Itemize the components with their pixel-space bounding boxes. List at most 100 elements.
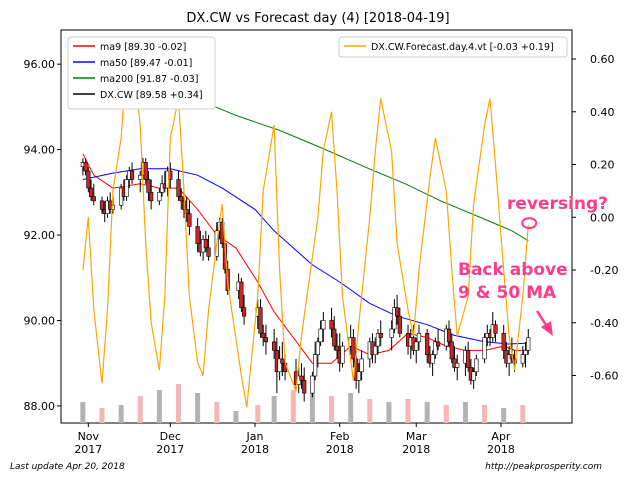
candle	[449, 333, 454, 364]
legend-left-label: ma50 [89.47 -0.01]	[100, 58, 192, 69]
candle-body	[187, 213, 192, 227]
candle	[446, 320, 452, 347]
candle-body	[280, 358, 285, 364]
candle	[83, 158, 88, 176]
candle-body	[176, 179, 181, 197]
y-right-tick-label: -0.20	[590, 264, 618, 277]
candle	[523, 341, 528, 368]
x-tick-label-month: Mar	[406, 430, 427, 443]
x-tick-label-year: 2018	[487, 443, 515, 456]
legend-left-label: ma200 [91.87 -0.03]	[100, 74, 198, 85]
candle-body	[395, 307, 400, 317]
candle-body	[91, 196, 96, 202]
candle	[321, 311, 326, 342]
candle	[157, 188, 162, 206]
candle	[143, 158, 148, 184]
candle	[389, 320, 394, 351]
legend-right-label: DX.CW.Forecast.day.4.vt [-0.03 +0.19]	[371, 42, 554, 53]
candle	[329, 307, 334, 338]
candle	[261, 324, 266, 347]
y-right-tick-label: 0.00	[590, 211, 615, 224]
candle	[187, 200, 192, 236]
y-right-tick-label: 0.40	[590, 106, 615, 119]
y-left-tick-label: 94.00	[24, 144, 56, 157]
candle-body	[471, 371, 476, 381]
candle-body	[88, 187, 94, 197]
candle	[241, 294, 247, 325]
x-tick-label-year: 2017	[156, 443, 184, 456]
candle	[416, 324, 422, 351]
candle-body	[86, 170, 91, 189]
x-tick-label-year: 2017	[74, 443, 102, 456]
candle	[313, 341, 318, 381]
candle-body	[272, 341, 277, 351]
candle	[124, 175, 129, 201]
candle-layer	[80, 158, 531, 402]
candle	[392, 299, 397, 334]
candle-body	[258, 307, 263, 334]
candle-body	[455, 362, 460, 368]
x-tick-label-month: Nov	[78, 430, 100, 443]
y-left-tick-label: 96.00	[24, 58, 56, 71]
axes-layer: 88.00 90.00 92.00 94.00 96.00 -0.60 -0.40 -0.20…	[24, 53, 619, 456]
candle-body	[334, 345, 340, 351]
volume-bar	[233, 411, 239, 423]
candle-body	[329, 320, 334, 330]
legend-left-box	[67, 36, 216, 110]
candle	[129, 162, 135, 184]
candle	[91, 183, 96, 206]
candle-body	[149, 192, 154, 202]
candle	[433, 337, 438, 359]
volume-bar	[271, 396, 277, 423]
ma50-line	[82, 168, 529, 345]
candle-body	[414, 341, 419, 351]
candle	[203, 230, 208, 253]
volume-bar	[329, 396, 335, 423]
candle	[482, 333, 487, 364]
candle-body	[138, 174, 143, 180]
candle-body	[261, 332, 266, 338]
volume-bar	[520, 405, 526, 423]
candle	[272, 329, 277, 359]
candle-body	[143, 162, 148, 180]
volume-bar	[137, 396, 143, 423]
footer-url[interactable]: http://peakprosperity.com	[485, 462, 602, 472]
candle-body	[520, 354, 525, 364]
candle-body	[195, 226, 200, 244]
candle	[176, 170, 181, 201]
annotation-ma: 9 & 50 MA	[458, 283, 557, 303]
candle	[99, 196, 105, 214]
candle-body	[179, 196, 184, 202]
volume-layer	[80, 384, 526, 423]
y-right-tick-label: 0.20	[590, 159, 615, 172]
candle-body	[466, 350, 471, 368]
candle-body	[433, 341, 438, 355]
candle	[258, 299, 263, 338]
candle-body	[474, 358, 479, 373]
candle-body	[378, 332, 383, 338]
candle-body	[99, 200, 105, 210]
annotation-back-above: Back above	[458, 260, 568, 280]
candle-body	[375, 332, 381, 347]
candle	[501, 324, 506, 359]
candle	[332, 316, 337, 351]
candle-body	[313, 354, 318, 377]
candle-body	[436, 341, 441, 347]
y-left-tick-label: 88.00	[24, 400, 56, 413]
candle	[455, 354, 460, 381]
candle	[277, 346, 282, 381]
candle	[474, 354, 479, 377]
candle-body	[373, 345, 378, 355]
candle	[88, 179, 94, 201]
candle-body	[315, 341, 320, 355]
candle	[351, 329, 356, 368]
candle	[280, 341, 285, 377]
candle-body	[310, 375, 315, 394]
y-right-tick-label: 0.60	[590, 53, 615, 66]
reversing-circle	[521, 217, 538, 230]
candle-body	[493, 324, 498, 334]
candle-body	[239, 281, 244, 308]
y-right-tick-label: -0.60	[590, 370, 618, 383]
candle	[425, 329, 430, 364]
volume-bar	[156, 390, 162, 423]
